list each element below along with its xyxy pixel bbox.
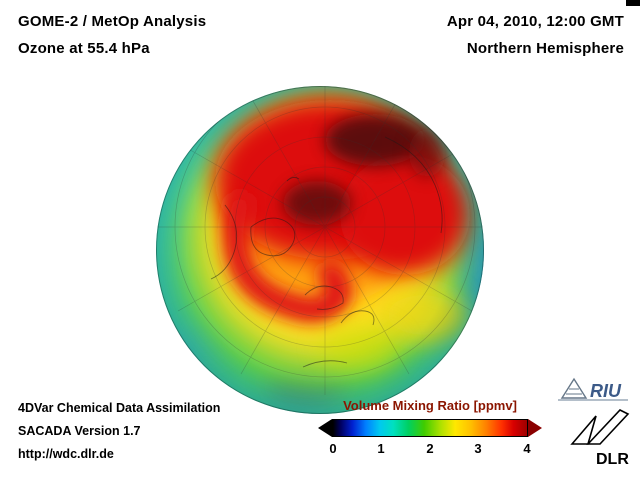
title-line2: Ozone at 55.4 hPa [18,40,150,57]
tick-4: 4 [523,441,531,456]
riu-logo: RIU [556,374,632,404]
tick-1: 1 [377,441,385,456]
dlr-logo-text: DLR [596,451,629,468]
footer-assimilation: 4DVar Chemical Data Assimilation [18,401,221,415]
colorbar-arrow-left-icon [318,419,332,437]
dlr-logo-icon: DLR [570,409,629,468]
colorbar-ticks: 0 1 2 3 4 [318,441,542,457]
footer-version: SACADA Version 1.7 [18,424,141,438]
globe-svg [156,86,484,414]
tick-2: 2 [426,441,434,456]
limb-shading [156,86,484,414]
title-line1: GOME-2 / MetOp Analysis [18,13,207,30]
globe-outline [156,86,484,414]
ozone-field [156,86,484,414]
header-datetime: Apr 04, 2010, 12:00 GMT [446,13,624,30]
colorbar: Volume Mixing Ratio [ppmv] 0 1 2 3 4 [318,398,542,457]
corner-mark [626,0,640,6]
colorbar-label: Volume Mixing Ratio [ppmv] [343,398,517,413]
riu-logo-icon: RIU [558,377,628,401]
header-hemisphere: Northern Hemisphere [466,40,624,57]
globe-heatmap [155,85,485,415]
tick-0: 0 [329,441,337,456]
dlr-logo: DLR [566,408,632,468]
colorbar-gradient [332,419,528,437]
riu-logo-text: RIU [590,381,622,401]
colorbar-bar [318,419,542,437]
tick-3: 3 [474,441,482,456]
footer-url: http://wdc.dlr.de [18,447,114,461]
colorbar-arrow-right-icon [528,419,542,437]
